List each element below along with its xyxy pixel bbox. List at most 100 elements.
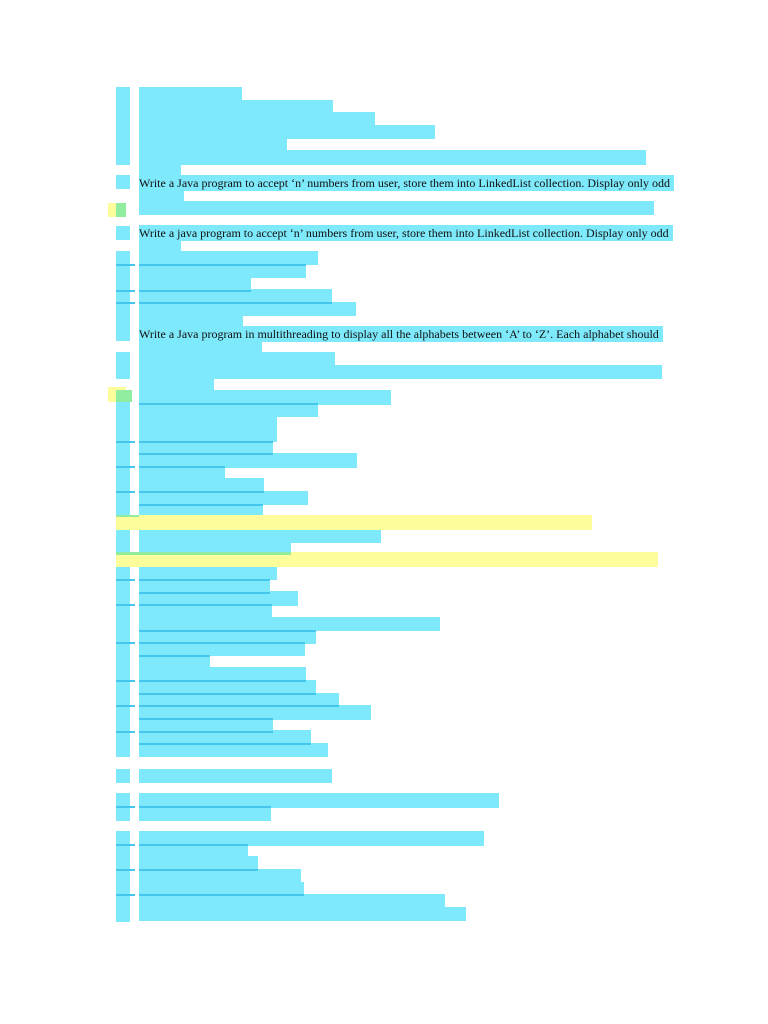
redaction-overlap-edge: [139, 655, 210, 657]
redacted-line: [139, 907, 466, 921]
yellow-highlight: [116, 515, 592, 530]
redaction-overlap-edge: [139, 705, 339, 707]
redaction-overlap-edge: [116, 894, 135, 896]
redaction-overlap-edge: [116, 844, 135, 846]
highlight-overlap: [116, 390, 132, 402]
redacted-line: [139, 377, 214, 390]
redacted-line: [116, 390, 130, 757]
redaction-overlap-edge: [116, 264, 135, 266]
redacted-line: [116, 769, 130, 783]
redaction-overlap-edge: [139, 592, 270, 594]
redacted-line: [139, 806, 271, 821]
redacted-line: [139, 566, 277, 580]
redacted-line: [139, 352, 335, 366]
redaction-overlap-edge: [116, 869, 135, 871]
redacted-line: [139, 642, 305, 656]
redacted-line: [139, 894, 445, 909]
redacted-line: [116, 352, 130, 379]
redacted-line: [139, 112, 375, 126]
redaction-overlap-edge: [116, 806, 135, 808]
redacted-line: [139, 579, 270, 593]
redacted-line: [139, 693, 339, 707]
redacted-line: [139, 856, 258, 871]
redacted-line: [139, 416, 277, 430]
highlight-overlap: [116, 203, 126, 217]
redacted-line: [139, 528, 381, 543]
redaction-overlap-edge: [139, 718, 273, 720]
redacted-line: [139, 869, 301, 883]
redacted-line: [139, 441, 273, 455]
redacted-line: [139, 503, 263, 517]
redacted-line: [139, 630, 316, 644]
redacted-line: [116, 831, 130, 922]
redacted-line: [139, 125, 435, 139]
redacted-line: [139, 604, 272, 618]
redacted-line: [139, 680, 316, 694]
redaction-overlap-edge: [139, 680, 306, 682]
redacted-line: [139, 100, 333, 114]
redacted-line: [139, 743, 328, 757]
highlight-overlap: [116, 515, 139, 517]
redacted-line: [139, 831, 484, 846]
redaction-overlap-edge: [116, 680, 135, 682]
yellow-highlight: [116, 552, 658, 567]
redaction-overlap-edge: [139, 403, 318, 405]
redacted-line: [139, 541, 291, 555]
redacted-line: [139, 730, 311, 745]
redaction-overlap-edge: [139, 693, 316, 695]
redacted-line: [139, 478, 264, 492]
redacted-line: [139, 390, 391, 405]
redaction-overlap-edge: [116, 491, 135, 493]
redacted-line: [139, 302, 356, 316]
redaction-overlap-edge: [116, 441, 135, 443]
redacted-line: [116, 251, 130, 341]
redacted-line: [139, 453, 357, 468]
redacted-line: [139, 289, 332, 303]
redaction-overlap-edge: [139, 441, 273, 443]
redaction-overlap-edge: [139, 491, 264, 493]
redacted-line: [139, 138, 287, 152]
redaction-overlap-edge: [139, 264, 306, 266]
highlight-overlap: [139, 552, 291, 555]
redacted-line: [139, 188, 184, 202]
redacted-line: [139, 428, 277, 442]
redacted-line: [139, 882, 304, 896]
text-line-multithreading-alphabets: Write a Java program in multithreading t…: [139, 326, 663, 342]
redaction-overlap-edge: [139, 290, 251, 292]
redaction-overlap-edge: [116, 290, 135, 292]
redaction-overlap-edge: [116, 466, 135, 468]
redaction-overlap-edge: [139, 894, 304, 896]
highlight-overlap: [116, 552, 139, 555]
redaction-overlap-edge: [139, 453, 273, 455]
redacted-line: [139, 163, 181, 176]
redaction-overlap-edge: [116, 705, 135, 707]
redaction-overlap-edge: [139, 466, 225, 468]
redacted-line: [139, 793, 499, 808]
redaction-overlap-edge: [116, 731, 135, 733]
redaction-overlap-edge: [139, 844, 248, 846]
redacted-line: [139, 466, 225, 480]
redacted-line: [139, 264, 306, 278]
redacted-line: [139, 591, 298, 606]
redaction-overlap-edge: [139, 743, 311, 745]
redacted-line: [139, 150, 646, 165]
redaction-overlap-edge: [139, 642, 305, 644]
redacted-line: [139, 87, 242, 101]
redaction-overlap-edge: [116, 642, 135, 644]
redacted-line: [139, 251, 318, 265]
redacted-line: [139, 844, 248, 858]
redacted-line: [139, 617, 440, 631]
redacted-line: [139, 315, 243, 328]
redaction-overlap-edge: [139, 504, 263, 506]
redaction-overlap-edge: [116, 302, 135, 304]
redacted-line: [139, 340, 262, 352]
redaction-overlap-edge: [139, 302, 332, 304]
redacted-line: [139, 667, 306, 681]
redacted-line: [116, 87, 130, 165]
redacted-line: [116, 226, 130, 240]
text-line-linkedlist-odd-2: Write a java program to accept ‘n’ numbe…: [139, 225, 673, 241]
redacted-line: [139, 365, 662, 379]
redacted-line: [139, 240, 181, 253]
redacted-line: [139, 491, 308, 505]
